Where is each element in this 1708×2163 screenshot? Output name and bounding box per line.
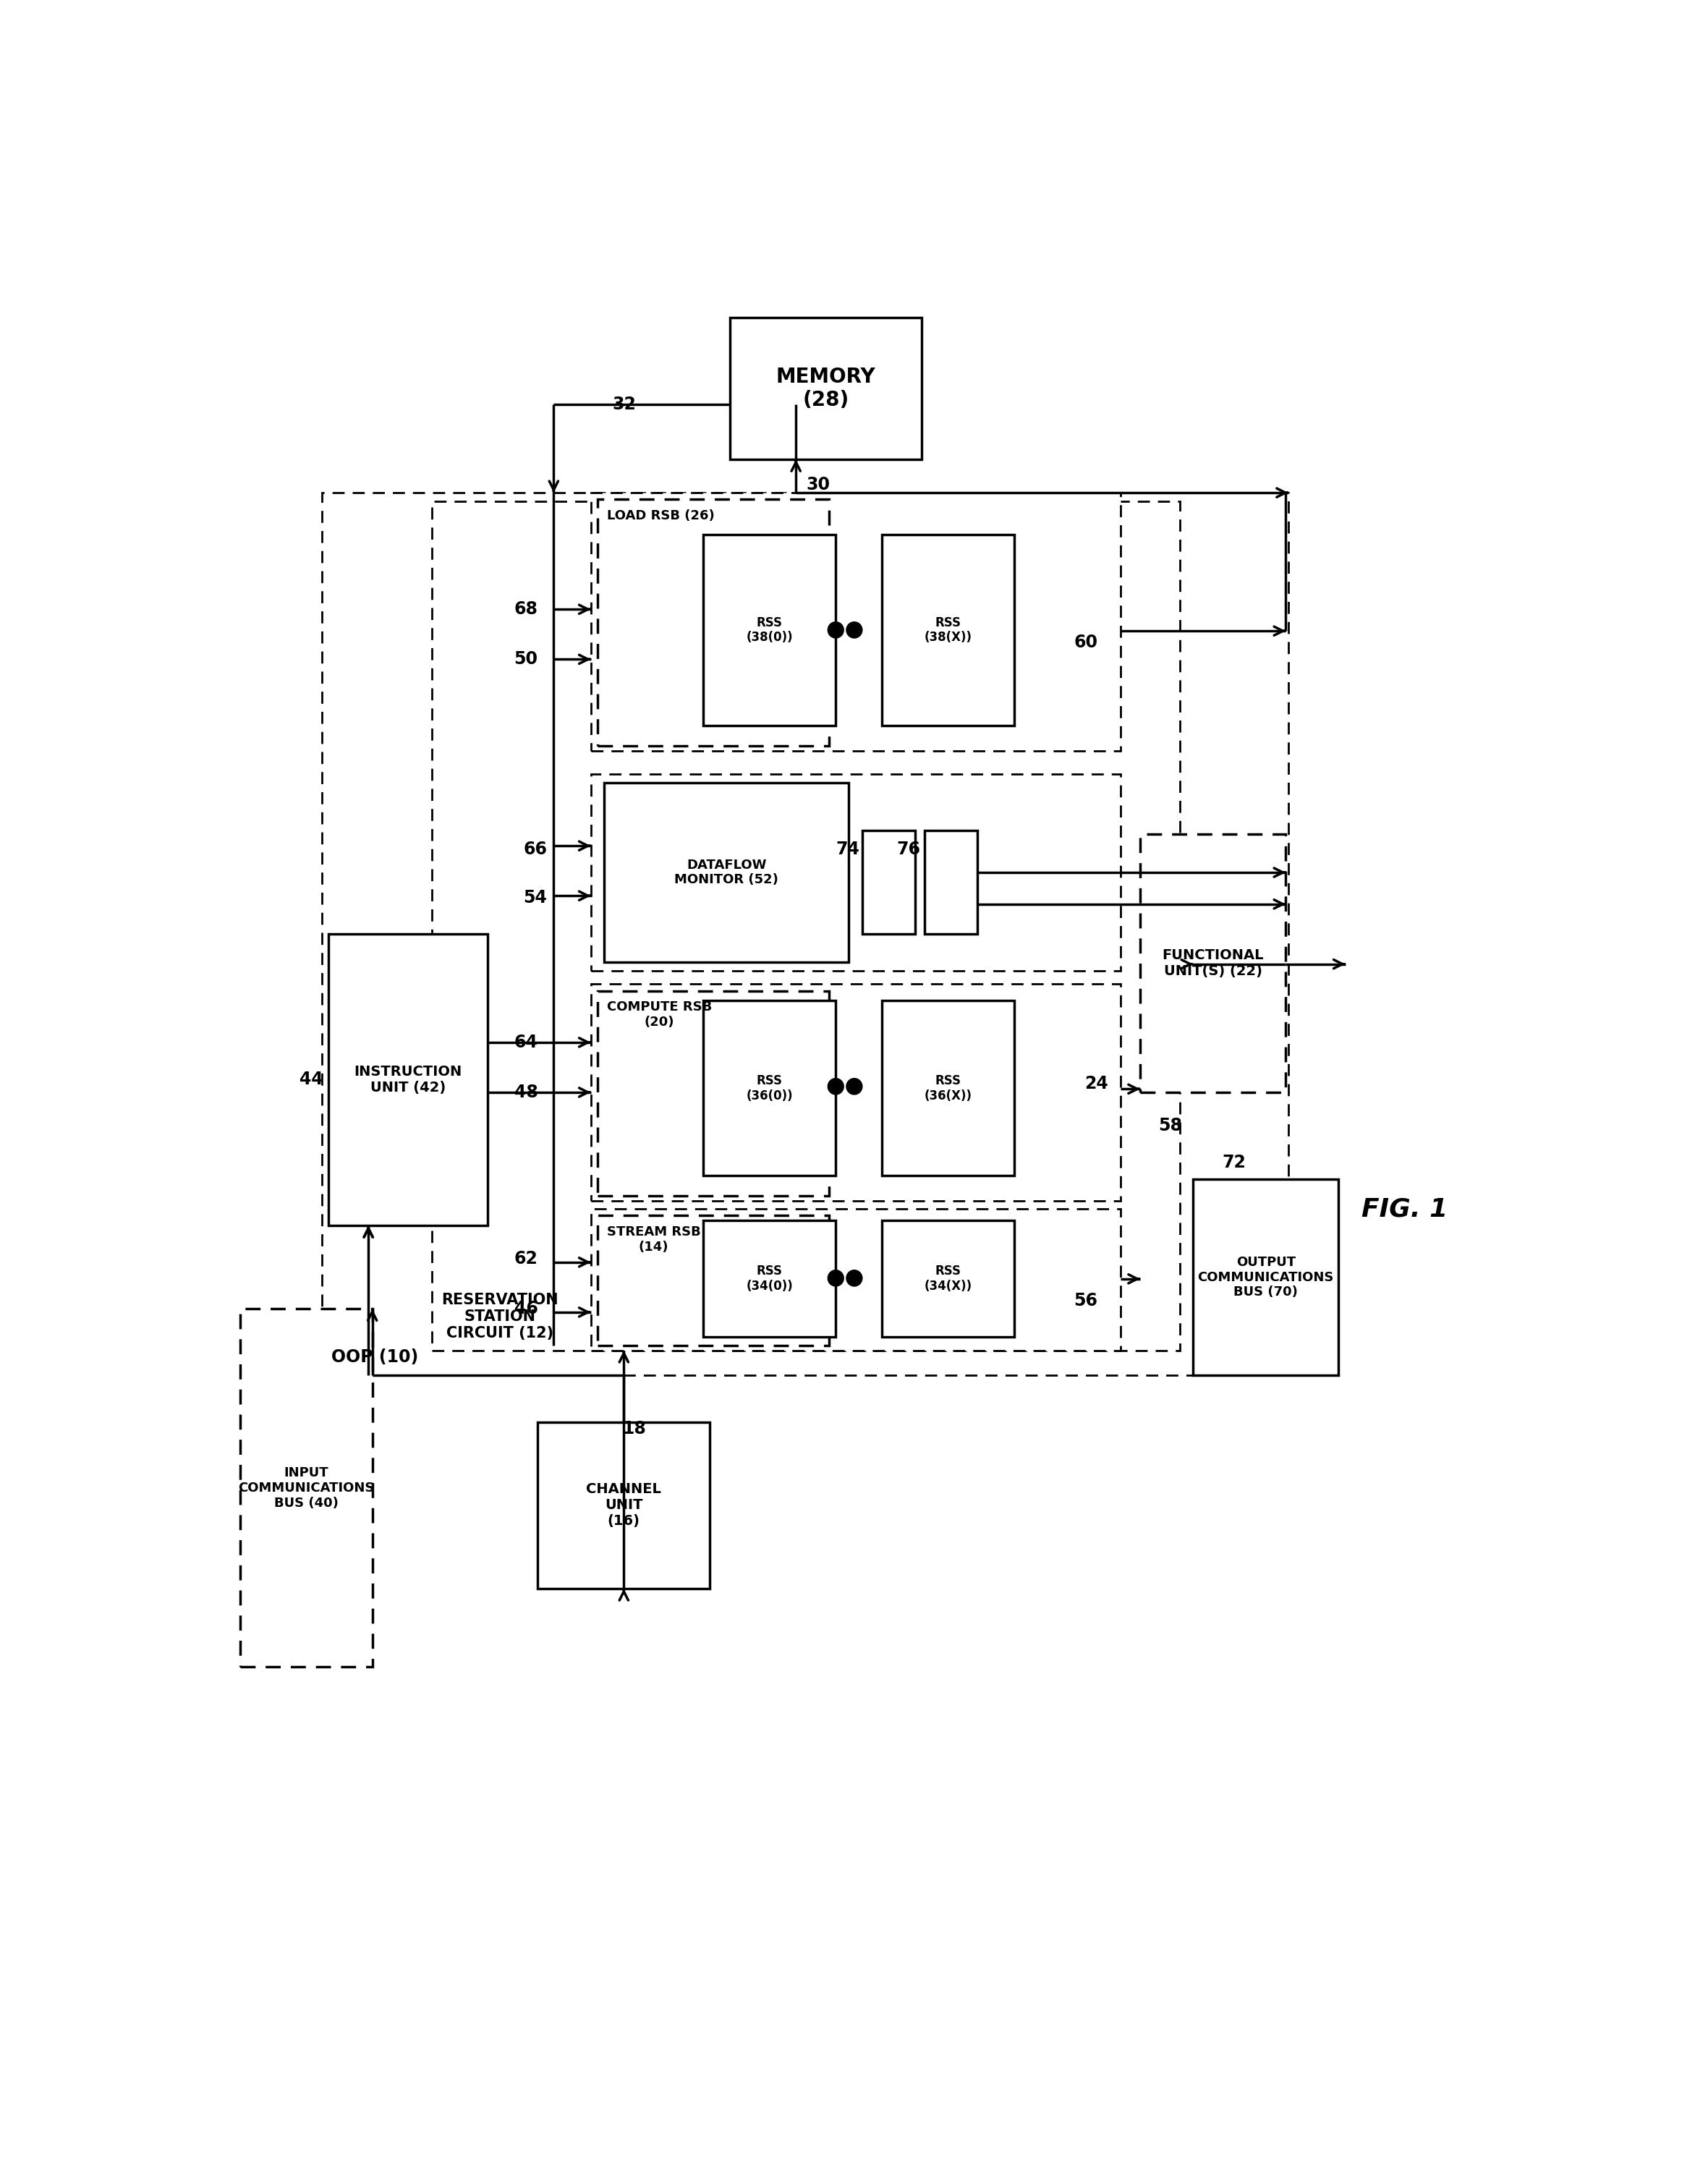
FancyBboxPatch shape [863,831,915,934]
Text: CHANNEL
UNIT
(16): CHANNEL UNIT (16) [586,1482,661,1527]
FancyBboxPatch shape [328,934,487,1226]
Text: ●●: ●● [825,1075,864,1097]
Text: 54: 54 [523,889,547,906]
FancyBboxPatch shape [591,984,1120,1200]
FancyBboxPatch shape [704,1001,835,1177]
Text: RSS
(34(0)): RSS (34(0)) [746,1265,793,1293]
FancyBboxPatch shape [538,1421,711,1588]
Text: DATAFLOW
MONITOR (52): DATAFLOW MONITOR (52) [675,859,779,887]
FancyBboxPatch shape [1192,1179,1339,1376]
Text: 30: 30 [806,476,830,493]
Text: RSS
(34(X)): RSS (34(X)) [924,1265,972,1293]
Text: 68: 68 [514,601,538,619]
Text: FIG. 1: FIG. 1 [1361,1196,1448,1222]
FancyBboxPatch shape [924,831,977,934]
Text: RSS
(36(0)): RSS (36(0)) [746,1075,793,1103]
Text: COMPUTE RSB
(20): COMPUTE RSB (20) [606,1001,712,1030]
FancyBboxPatch shape [1141,835,1286,1092]
Text: RSS
(38(0)): RSS (38(0)) [746,616,793,645]
Text: 56: 56 [1074,1291,1098,1309]
Text: STREAM RSB
(14): STREAM RSB (14) [606,1226,700,1255]
Text: 74: 74 [835,841,859,859]
Text: 76: 76 [897,841,921,859]
FancyBboxPatch shape [704,534,835,727]
Text: 46: 46 [514,1300,538,1317]
Text: RESERVATION
STATION
CIRCUIT (12): RESERVATION STATION CIRCUIT (12) [441,1293,559,1341]
FancyBboxPatch shape [881,1220,1015,1337]
Text: 66: 66 [523,841,547,859]
Text: 18: 18 [622,1421,646,1438]
FancyBboxPatch shape [729,318,922,459]
FancyBboxPatch shape [704,1220,835,1337]
Text: ●●: ●● [825,1268,864,1287]
Text: 44: 44 [299,1071,323,1088]
Text: 58: 58 [1158,1116,1182,1133]
Text: RSS
(38(X)): RSS (38(X)) [924,616,972,645]
Text: OOP (10): OOP (10) [331,1348,418,1365]
FancyBboxPatch shape [591,774,1120,971]
Text: 24: 24 [1085,1075,1108,1092]
FancyBboxPatch shape [591,1209,1120,1350]
Text: INSTRUCTION
UNIT (42): INSTRUCTION UNIT (42) [354,1064,463,1094]
Text: 60: 60 [1074,634,1098,651]
FancyBboxPatch shape [598,991,828,1196]
Text: 72: 72 [1223,1153,1245,1170]
FancyBboxPatch shape [881,1001,1015,1177]
FancyBboxPatch shape [605,783,849,963]
Text: FUNCTIONAL
UNIT(S) (22): FUNCTIONAL UNIT(S) (22) [1161,947,1264,978]
Text: MEMORY
(28): MEMORY (28) [775,368,876,411]
Text: 32: 32 [611,396,635,413]
FancyBboxPatch shape [598,500,828,746]
FancyBboxPatch shape [239,1309,372,1668]
Text: 62: 62 [514,1250,538,1268]
Text: LOAD RSB (26): LOAD RSB (26) [606,510,714,523]
FancyBboxPatch shape [598,1216,828,1345]
FancyBboxPatch shape [432,502,1180,1350]
Text: ●●: ●● [825,619,864,640]
FancyBboxPatch shape [591,493,1120,751]
Text: 50: 50 [514,651,538,668]
Text: 48: 48 [514,1084,538,1101]
Text: RSS
(36(X)): RSS (36(X)) [924,1075,972,1103]
Text: INPUT
COMMUNICATIONS
BUS (40): INPUT COMMUNICATIONS BUS (40) [237,1467,374,1510]
Text: OUTPUT
COMMUNICATIONS
BUS (70): OUTPUT COMMUNICATIONS BUS (70) [1197,1257,1334,1298]
Text: 64: 64 [514,1034,538,1051]
FancyBboxPatch shape [881,534,1015,727]
FancyBboxPatch shape [323,493,1288,1376]
